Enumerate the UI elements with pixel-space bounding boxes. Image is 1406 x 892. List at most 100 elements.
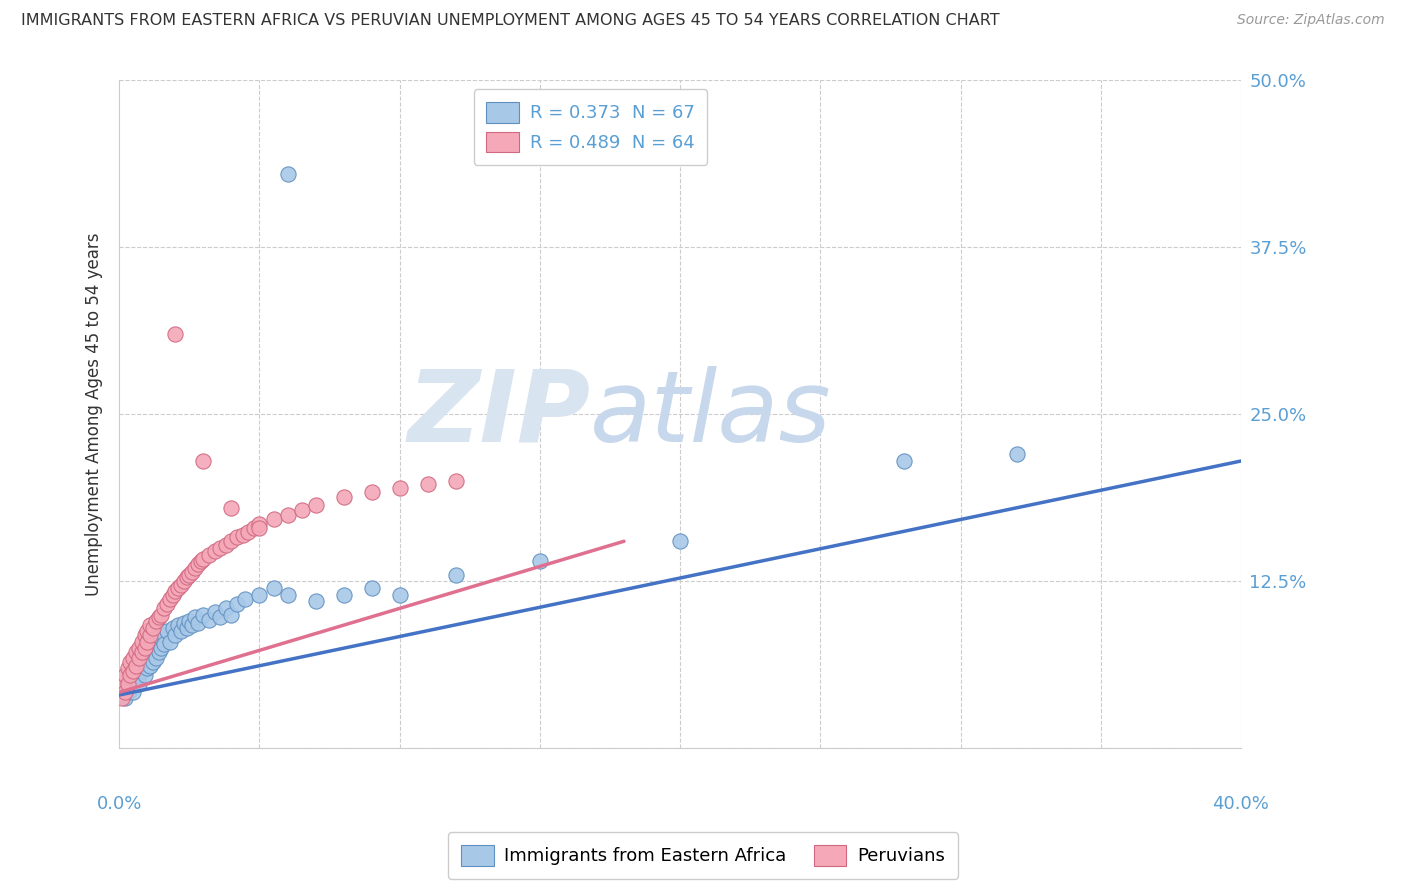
Point (134, 658, 156, 673)
Point (150, 607, 173, 622)
Point (360, 484, 382, 499)
Point (128, 641, 150, 656)
Point (159, 634, 181, 648)
Point (238, 524, 260, 539)
Legend: Immigrants from Eastern Africa, Peruvians: Immigrants from Eastern Africa, Peruvian… (449, 832, 957, 879)
Point (128, 655, 150, 669)
Point (131, 634, 153, 648)
Point (111, 688, 134, 702)
Text: IMMIGRANTS FROM EASTERN AFRICA VS PERUVIAN UNEMPLOYMENT AMONG AGES 45 TO 54 YEAR: IMMIGRANTS FROM EASTERN AFRICA VS PERUVI… (21, 13, 1000, 29)
Point (276, 167, 298, 181)
Point (187, 557, 209, 571)
Point (204, 543, 226, 558)
Point (263, 581, 285, 595)
Point (184, 561, 207, 575)
Text: atlas: atlas (591, 366, 832, 463)
Point (150, 632, 173, 646)
Point (128, 668, 150, 682)
Y-axis label: Unemployment Among Ages 45 to 54 years: Unemployment Among Ages 45 to 54 years (86, 233, 103, 596)
Point (117, 677, 139, 691)
Point (215, 601, 238, 615)
Point (304, 498, 326, 512)
Point (226, 530, 249, 544)
Point (145, 650, 167, 665)
Point (122, 685, 145, 699)
Point (221, 534, 243, 549)
Point (290, 503, 312, 517)
Point (148, 645, 170, 659)
Text: 0.0%: 0.0% (97, 796, 142, 814)
Point (232, 527, 254, 541)
Text: Source: ZipAtlas.com: Source: ZipAtlas.com (1237, 13, 1385, 28)
Point (125, 661, 148, 675)
Point (131, 648, 153, 662)
Point (249, 521, 271, 535)
Point (162, 621, 184, 635)
Point (249, 516, 271, 531)
Point (153, 628, 176, 642)
Point (136, 624, 159, 638)
Point (125, 658, 148, 673)
Point (142, 645, 165, 659)
Point (893, 454, 915, 468)
Point (332, 490, 354, 504)
Point (243, 521, 266, 535)
Point (114, 690, 136, 705)
Point (111, 690, 134, 705)
Text: ZIP: ZIP (408, 366, 591, 463)
Point (184, 610, 207, 624)
Point (162, 588, 184, 602)
Point (120, 655, 142, 669)
Point (159, 591, 181, 606)
Point (145, 637, 167, 651)
Point (122, 664, 145, 678)
Point (114, 668, 136, 682)
Point (139, 658, 162, 673)
Text: 40.0%: 40.0% (1212, 796, 1270, 814)
Point (134, 628, 156, 642)
Point (304, 594, 326, 608)
Point (249, 588, 271, 602)
Point (156, 624, 179, 638)
Point (193, 454, 215, 468)
Point (209, 541, 232, 555)
Point (276, 588, 298, 602)
Point (165, 326, 187, 341)
Point (179, 615, 201, 629)
Point (170, 624, 193, 638)
Point (332, 588, 354, 602)
Point (388, 588, 411, 602)
Point (111, 674, 134, 689)
Point (114, 681, 136, 696)
Point (190, 554, 212, 568)
Point (165, 583, 187, 598)
Point (198, 613, 221, 627)
Point (142, 655, 165, 669)
Point (444, 567, 467, 582)
Point (444, 474, 467, 488)
Point (209, 610, 232, 624)
Point (128, 650, 150, 665)
Point (173, 615, 195, 630)
Point (360, 581, 382, 595)
Point (173, 574, 195, 589)
Point (187, 615, 209, 630)
Point (136, 661, 159, 675)
Point (148, 610, 170, 624)
Point (120, 682, 142, 697)
Point (145, 615, 167, 629)
Point (120, 668, 142, 682)
Point (204, 605, 226, 619)
Point (117, 685, 139, 699)
Point (122, 677, 145, 691)
Point (176, 621, 198, 635)
Point (131, 664, 153, 678)
Point (669, 534, 692, 549)
Point (148, 634, 170, 648)
Point (120, 668, 142, 682)
Point (221, 607, 243, 622)
Point (276, 508, 298, 522)
Point (136, 641, 159, 656)
Point (226, 597, 249, 611)
Point (263, 511, 285, 525)
